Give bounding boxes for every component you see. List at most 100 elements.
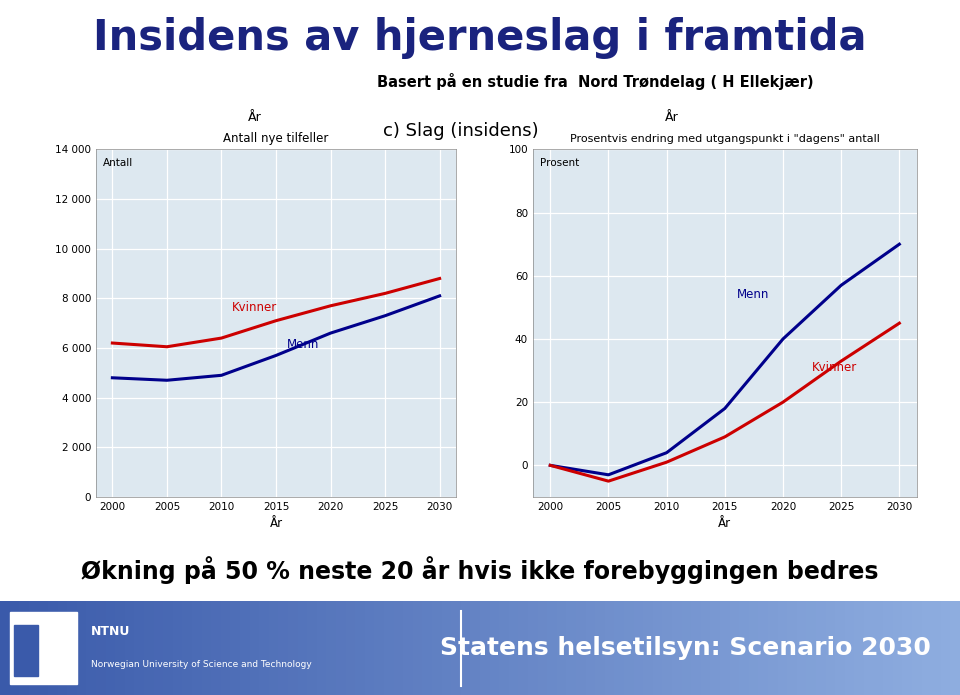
Bar <box>77 601 86 695</box>
Bar <box>19 601 29 695</box>
Bar <box>125 601 134 695</box>
Bar <box>202 601 211 695</box>
Bar <box>528 601 538 695</box>
Bar <box>461 601 470 695</box>
Bar <box>250 601 259 695</box>
Bar <box>826 601 835 695</box>
Bar <box>326 601 336 695</box>
Bar <box>864 601 874 695</box>
Bar <box>163 601 173 695</box>
Bar <box>816 601 826 695</box>
Text: Statens helsetilsyn: Scenario 2030: Statens helsetilsyn: Scenario 2030 <box>441 636 931 660</box>
Bar <box>106 601 115 695</box>
Bar <box>96 601 106 695</box>
Bar <box>384 601 394 695</box>
Bar <box>557 601 566 695</box>
Bar <box>259 601 269 695</box>
Bar <box>547 601 557 695</box>
Bar <box>710 601 720 695</box>
Text: Basert på en studie fra  Nord Trøndelag ( H Ellekjær): Basert på en studie fra Nord Trøndelag (… <box>377 73 813 90</box>
Bar <box>643 601 653 695</box>
Bar <box>211 601 221 695</box>
Bar <box>355 601 365 695</box>
Bar <box>269 601 278 695</box>
Text: NTNU: NTNU <box>91 625 131 638</box>
Bar <box>499 601 509 695</box>
Bar <box>768 601 778 695</box>
Text: Menn: Menn <box>287 338 320 351</box>
Bar <box>614 601 624 695</box>
Title: Prosentvis endring med utgangspunkt i "dagens" antall: Prosentvis endring med utgangspunkt i "d… <box>570 134 879 145</box>
Bar <box>595 601 605 695</box>
Bar <box>576 601 586 695</box>
Bar <box>778 601 787 695</box>
Text: Kvinner: Kvinner <box>232 301 277 313</box>
Text: Menn: Menn <box>736 288 769 301</box>
Bar <box>48 601 58 695</box>
Text: Prosent: Prosent <box>540 158 580 168</box>
Bar <box>797 601 806 695</box>
Text: Økning på 50 % neste 20 år hvis ikke forebyggingen bedres: Økning på 50 % neste 20 år hvis ikke for… <box>82 557 878 584</box>
Bar <box>144 601 154 695</box>
Title: Antall nye tilfeller: Antall nye tilfeller <box>224 133 328 145</box>
Bar <box>922 601 931 695</box>
Bar <box>720 601 730 695</box>
Bar <box>394 601 403 695</box>
Bar <box>845 601 854 695</box>
Bar <box>902 601 912 695</box>
X-axis label: År: År <box>270 517 282 530</box>
Bar <box>490 601 499 695</box>
Bar <box>67 601 77 695</box>
Bar <box>298 601 307 695</box>
Bar <box>931 601 941 695</box>
Bar <box>346 601 355 695</box>
Text: Norwegian University of Science and Technology: Norwegian University of Science and Tech… <box>91 660 312 669</box>
Bar <box>432 601 442 695</box>
Bar <box>691 601 701 695</box>
Bar <box>134 601 144 695</box>
Bar <box>806 601 816 695</box>
Bar <box>586 601 595 695</box>
Bar <box>173 601 182 695</box>
Bar <box>451 601 461 695</box>
Bar <box>941 601 950 695</box>
Text: År: År <box>248 111 261 124</box>
Bar <box>682 601 691 695</box>
Bar <box>480 601 490 695</box>
Bar <box>787 601 797 695</box>
Bar <box>182 601 192 695</box>
Text: c) Slag (insidens): c) Slag (insidens) <box>383 122 539 140</box>
Bar <box>701 601 710 695</box>
Bar <box>653 601 662 695</box>
Bar <box>883 601 893 695</box>
Bar <box>192 601 202 695</box>
Text: År: År <box>665 111 679 124</box>
Bar <box>624 601 634 695</box>
Bar <box>278 601 288 695</box>
Bar <box>605 601 614 695</box>
Text: Insidens av hjerneslag i framtida: Insidens av hjerneslag i framtida <box>93 17 867 59</box>
Bar <box>365 601 374 695</box>
FancyBboxPatch shape <box>14 625 38 676</box>
Bar <box>422 601 432 695</box>
Bar <box>538 601 547 695</box>
Bar <box>115 601 125 695</box>
Bar <box>317 601 326 695</box>
Bar <box>835 601 845 695</box>
Bar <box>672 601 682 695</box>
Bar <box>86 601 96 695</box>
Text: Kvinner: Kvinner <box>812 361 857 373</box>
Bar <box>470 601 480 695</box>
Bar <box>749 601 758 695</box>
Bar <box>413 601 422 695</box>
X-axis label: År: År <box>718 517 732 530</box>
Bar <box>29 601 38 695</box>
Bar <box>221 601 230 695</box>
Bar <box>240 601 250 695</box>
Bar <box>58 601 67 695</box>
Bar <box>634 601 643 695</box>
FancyBboxPatch shape <box>10 612 77 684</box>
Bar <box>10 601 19 695</box>
Bar <box>566 601 576 695</box>
Bar <box>38 601 48 695</box>
